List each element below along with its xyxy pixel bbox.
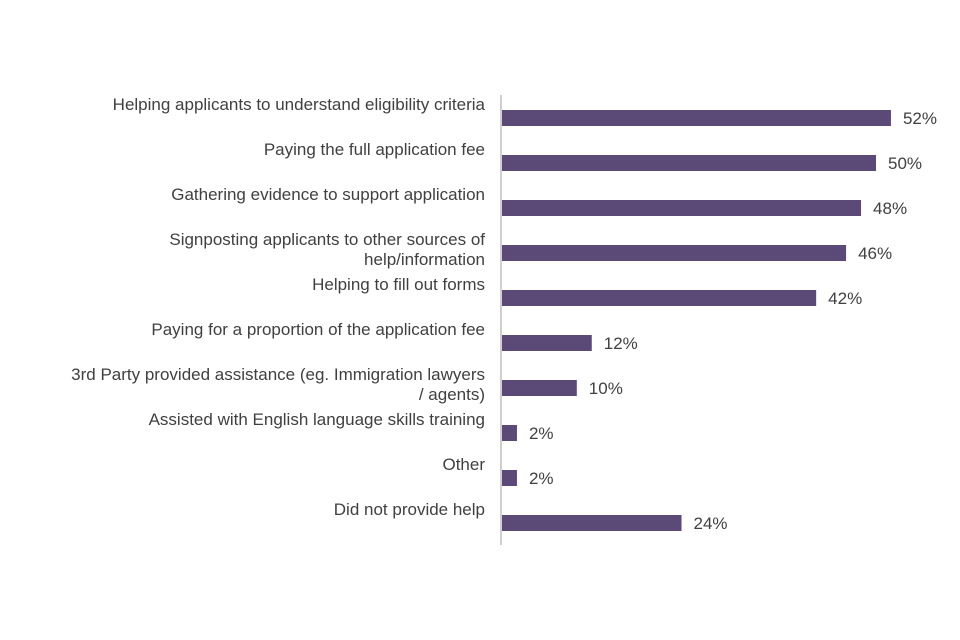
bar bbox=[502, 335, 592, 351]
category-tick-label: Helping to fill out forms bbox=[312, 275, 485, 294]
bar bbox=[502, 155, 876, 171]
category-tick-label: Did not provide help bbox=[334, 500, 485, 519]
category-tick-label: Other bbox=[442, 455, 485, 474]
bar bbox=[502, 245, 847, 261]
category-tick-label: 3rd Party provided assistance (eg. Immig… bbox=[71, 365, 485, 384]
bar bbox=[502, 290, 817, 306]
data-label: 2% bbox=[529, 469, 554, 488]
category-tick-label: Gathering evidence to support applicatio… bbox=[171, 185, 485, 204]
data-label: 24% bbox=[694, 514, 728, 533]
data-label: 48% bbox=[873, 199, 907, 218]
bar bbox=[502, 200, 862, 216]
bar bbox=[502, 380, 577, 396]
bar bbox=[502, 110, 891, 126]
category-tick-label: help/information bbox=[364, 250, 485, 269]
data-label: 2% bbox=[529, 424, 554, 443]
category-tick-label: Paying the full application fee bbox=[264, 140, 485, 159]
category-tick-label: Paying for a proportion of the applicati… bbox=[151, 320, 485, 339]
data-label: 46% bbox=[858, 244, 892, 263]
category-tick-label: Assisted with English language skills tr… bbox=[149, 410, 485, 429]
data-label: 52% bbox=[903, 109, 937, 128]
data-label: 42% bbox=[828, 289, 862, 308]
bar bbox=[502, 425, 517, 441]
category-tick-label: Signposting applicants to other sources … bbox=[169, 230, 485, 249]
data-label: 10% bbox=[589, 379, 623, 398]
data-label: 50% bbox=[888, 154, 922, 173]
bar bbox=[502, 470, 517, 486]
category-tick-label: Helping applicants to understand eligibi… bbox=[113, 95, 486, 114]
category-tick-label: / agents) bbox=[419, 385, 485, 404]
bar bbox=[502, 515, 682, 531]
data-label: 12% bbox=[604, 334, 638, 353]
